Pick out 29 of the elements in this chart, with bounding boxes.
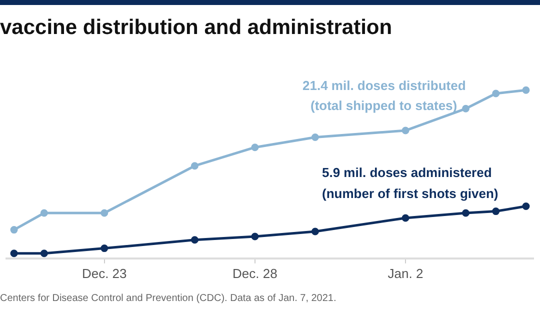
- point: [100, 244, 108, 252]
- annotation: 21.4 mil. doses distributed: [302, 78, 466, 93]
- point: [40, 209, 48, 217]
- point: [522, 202, 530, 210]
- point: [402, 126, 410, 134]
- annotation: 5.9 mil. doses administered: [322, 165, 492, 180]
- text: Centers for Disease Control and Prevention (CDC). Data as of Jan. 7, 2021.: [0, 293, 336, 304]
- point: [10, 226, 18, 234]
- point: [100, 209, 108, 217]
- point: [10, 250, 18, 258]
- x-tick-label: Dec. 23: [82, 266, 127, 281]
- point: [402, 214, 410, 222]
- annotation: (number of first shots given): [322, 186, 498, 201]
- point: [251, 232, 259, 240]
- point: [462, 209, 470, 217]
- x-tick-label: Jan. 2: [388, 266, 424, 281]
- point: [311, 228, 319, 236]
- chart-title: vaccine distribution and administration: [0, 16, 392, 40]
- point: [522, 86, 530, 94]
- point: [462, 104, 470, 112]
- point: [251, 144, 259, 152]
- point: [492, 90, 500, 98]
- point: [492, 208, 500, 216]
- point: [190, 236, 198, 244]
- x-tick-label: Dec. 28: [232, 266, 278, 281]
- point: [190, 162, 198, 170]
- point: [311, 134, 319, 142]
- point: [40, 250, 48, 258]
- annotation: (total shipped to states): [310, 98, 458, 113]
